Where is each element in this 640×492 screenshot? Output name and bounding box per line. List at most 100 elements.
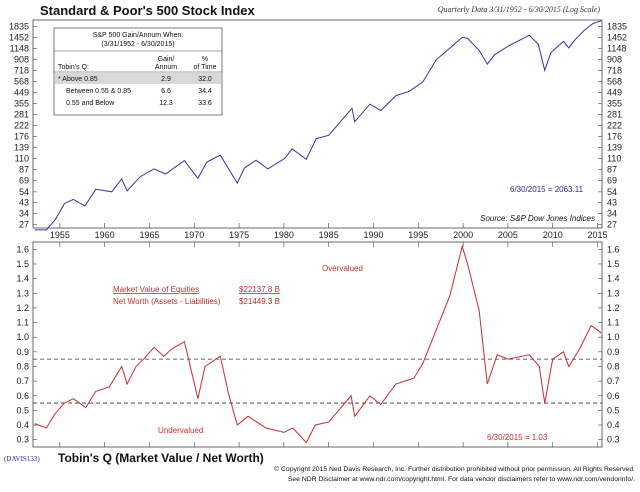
- x-tick-label: 1970: [184, 230, 204, 240]
- x-tick-label: 1980: [274, 230, 294, 240]
- gain-table-row-1-time: 32.0: [198, 76, 212, 83]
- gain-table-row-2-gain: 6.6: [161, 88, 171, 95]
- bottom-y-tick-right: 1.5: [607, 259, 620, 269]
- x-tick-label: 1955: [50, 230, 70, 240]
- bottom-y-tick-left: 1.3: [16, 288, 29, 298]
- footer-copyright: © Copyright 2015 Ned Davis Research, Inc…: [274, 465, 635, 473]
- bottom-y-tick-right: 1.6: [607, 244, 620, 254]
- gain-table-col2a: Gain/: [158, 56, 175, 63]
- gain-table-row-3-label: 0.55 and Below: [66, 100, 115, 107]
- top-y-tick-left: 355: [14, 98, 29, 108]
- top-y-tick-right: 449: [607, 87, 622, 97]
- gain-table-row-2-label: Between 0.55 & 0.85: [66, 88, 131, 95]
- net-worth-label: Net Worth (Assets - Liabilities): [113, 297, 221, 306]
- top-y-tick-right: 1148: [607, 43, 626, 53]
- x-tick-label: 2005: [498, 230, 518, 240]
- top-y-tick-right: 281: [607, 109, 622, 119]
- bottom-y-tick-left: 0.4: [16, 420, 29, 430]
- bottom-y-axis-left: 1.6 1.5 1.4 1.3 1.2 1.1 1.0 0.9 0.8 0.7 0.6 0.5 0.4 0…: [16, 244, 37, 445]
- top-y-tick-left: 568: [14, 76, 29, 86]
- top-y-tick-left: 69: [19, 175, 29, 185]
- tobins-q-line: [34, 244, 602, 444]
- top-y-tick-right: 139: [607, 142, 622, 152]
- footer-code: (DAVIS133): [4, 455, 40, 463]
- market-value-label: Market Value of Equities: [113, 285, 199, 294]
- gain-table-row-3-gain: 12.3: [159, 100, 173, 107]
- bottom-y-tick-left: 1.0: [16, 332, 29, 342]
- bottom-y-tick-left: 1.1: [16, 318, 29, 328]
- x-tick-label: 2010: [543, 230, 563, 240]
- x-tick-label: 1995: [408, 230, 428, 240]
- gain-table-border: [53, 27, 223, 116]
- top-y-tick-right: 355: [607, 98, 622, 108]
- top-y-tick-right: 1835: [607, 21, 627, 31]
- top-y-tick-right: 908: [607, 54, 622, 64]
- net-worth-amount: $21449.3 B: [239, 297, 280, 306]
- top-y-axis-left: 1835145211489087185684493552812221761391…: [9, 21, 37, 229]
- top-y-tick-right: 54: [607, 187, 617, 197]
- top-y-tick-left: 1452: [9, 32, 29, 42]
- bottom-y-tick-left: 1.2: [16, 303, 29, 313]
- x-tick-label: 2000: [453, 230, 473, 240]
- bottom-y-tick-left: 1.6: [16, 244, 29, 254]
- sp500-source: Source: S&P Dow Jones Indices: [480, 214, 595, 223]
- top-y-tick-left: 281: [14, 109, 29, 119]
- bottom-y-tick-right: 0.9: [607, 347, 620, 357]
- top-y-tick-right: 222: [607, 120, 622, 130]
- top-y-tick-left: 222: [14, 120, 29, 130]
- top-y-tick-left: 34: [19, 209, 29, 219]
- bottom-y-tick-right: 1.0: [607, 332, 620, 342]
- top-y-tick-right: 34: [607, 209, 617, 219]
- x-tick-label: 1960: [95, 230, 115, 240]
- gain-table-row-1-gain: 2.9: [161, 76, 171, 83]
- bottom-y-axis-right: 1.6 1.5 1.4 1.3 1.2 1.1 1.0 0.9 0.8 0.7 0.6 0.5 0.4 0…: [598, 244, 620, 445]
- gain-table-row-1-label: * Above 0.85: [58, 76, 98, 83]
- top-y-axis-right: 1835145211489087185684493552812221761391…: [598, 21, 627, 229]
- x-axis-ticks-top: [59, 223, 598, 228]
- bottom-y-tick-right: 1.4: [607, 274, 620, 284]
- x-tick-label: 1975: [229, 230, 249, 240]
- top-y-tick-right: 69: [607, 175, 617, 185]
- gain-table-row-3-time: 33.6: [198, 100, 212, 107]
- top-y-tick-left: 718: [14, 65, 29, 75]
- x-tick-label: 1985: [319, 230, 339, 240]
- bottom-y-tick-right: 1.2: [607, 303, 620, 313]
- top-y-tick-right: 568: [607, 76, 622, 86]
- gain-table-col3a: %: [202, 56, 208, 63]
- top-y-tick-left: 1835: [9, 21, 29, 31]
- bottom-y-tick-left: 0.9: [16, 347, 29, 357]
- top-y-tick-left: 43: [19, 198, 29, 208]
- top-y-tick-right: 1452: [607, 32, 627, 42]
- overvalued-label: Overvalued: [322, 264, 363, 273]
- top-y-tick-right: 718: [607, 65, 622, 75]
- top-y-tick-left: 176: [14, 131, 29, 141]
- top-y-tick-left: 449: [14, 87, 29, 97]
- bottom-y-tick-left: 1.5: [16, 259, 29, 269]
- bottom-y-tick-right: 0.4: [607, 420, 620, 430]
- top-y-tick-left: 54: [19, 187, 29, 197]
- bottom-y-tick-right: 1.3: [607, 288, 620, 298]
- gain-table-col1: Tobin's Q:: [58, 64, 89, 71]
- bottom-chart-frame: [32, 241, 603, 448]
- bottom-y-tick-right: 0.6: [607, 391, 620, 401]
- gain-table: S&P 500 Gain/Annum When: (3/31/1952 - 6/…: [53, 27, 223, 116]
- footer-disclaimer: See NDR Disclaimer at www.ndr.com/copyri…: [288, 476, 635, 483]
- bottom-y-tick-left: 0.6: [16, 391, 29, 401]
- top-y-tick-right: 43: [607, 198, 617, 208]
- x-tick-label: 1965: [139, 230, 159, 240]
- x-axis-labels: 1955 1960 1965 1970 1975 1980 1985 1990 1995 2000…: [50, 230, 608, 240]
- top-y-tick-right: 110: [607, 153, 621, 163]
- bottom-y-tick-right: 0.7: [607, 376, 620, 386]
- top-y-tick-left: 139: [14, 142, 29, 152]
- x-tick-label: 2015: [588, 230, 608, 240]
- top-chart-subtitle: Quarterly Data 3/31/1952 - 6/30/2015 (Lo…: [438, 5, 601, 14]
- bottom-y-tick-left: 0.5: [16, 405, 29, 415]
- gain-table-col2b: Annum: [155, 64, 177, 71]
- sp500-last-value-label: 6/30/2015 = 2063.11: [510, 185, 584, 194]
- top-y-tick-left: 110: [15, 153, 29, 163]
- sp500-line: [34, 20, 602, 231]
- gain-table-col3b: of Time: [194, 64, 217, 71]
- top-y-tick-left: 27: [19, 219, 29, 229]
- bottom-y-tick-right: 0.5: [607, 405, 620, 415]
